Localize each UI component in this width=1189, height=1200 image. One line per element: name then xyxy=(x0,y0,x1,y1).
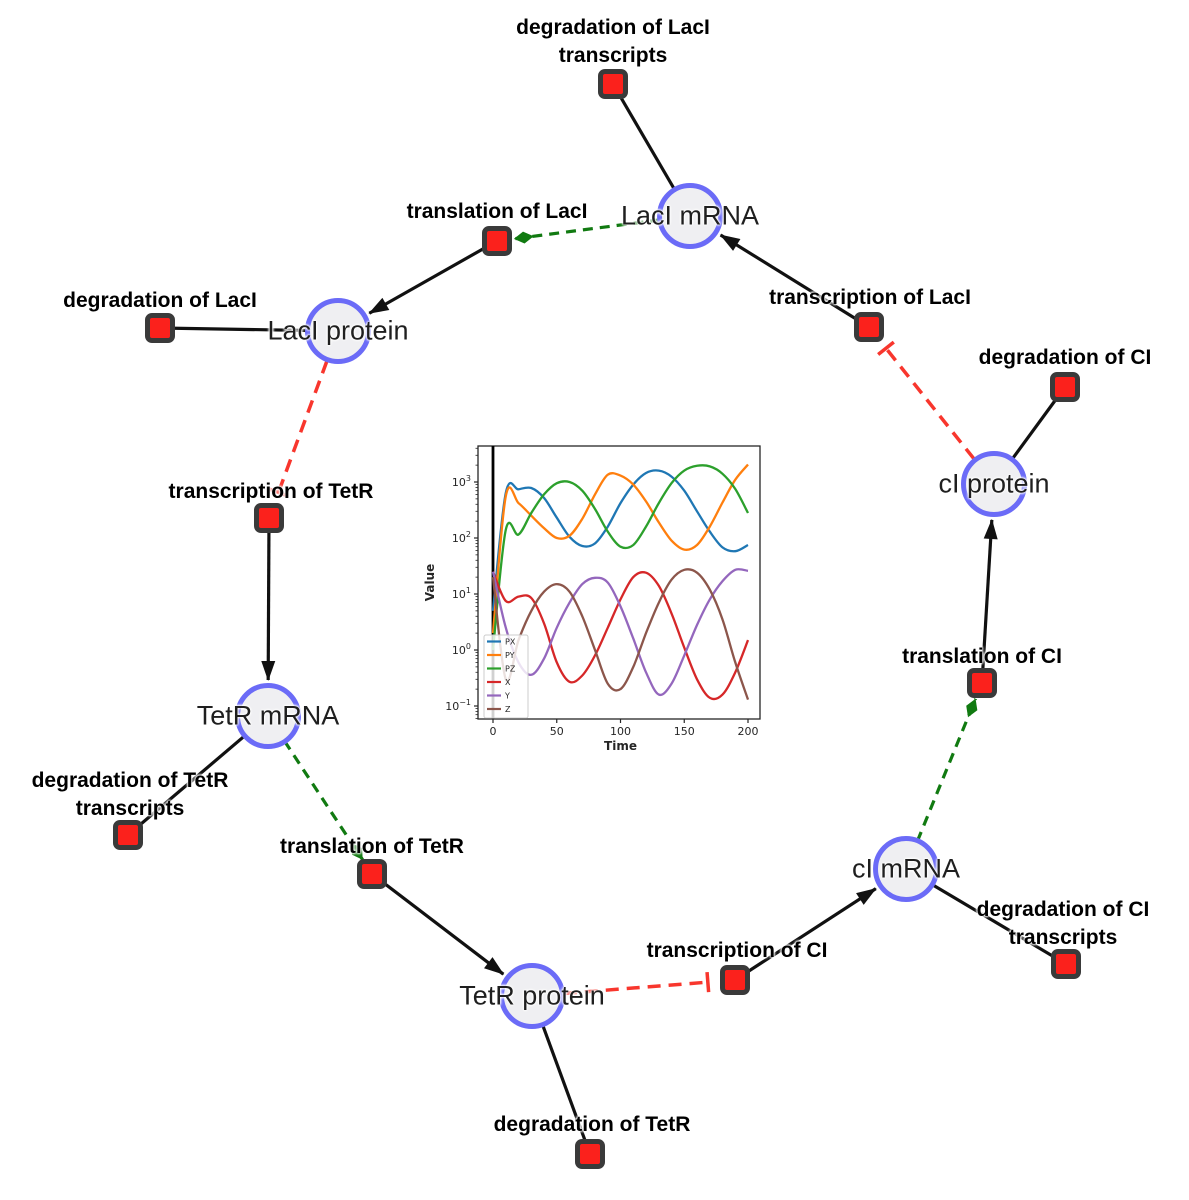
y-tick-label: 103 xyxy=(452,474,471,489)
legend-label-px: PX xyxy=(505,637,516,646)
series-curve-px xyxy=(491,469,749,611)
edge-inhibition-tetr-protein-to-tx-ci xyxy=(563,972,711,996)
chart-legend: PX PY PZ XYZ xyxy=(483,634,529,719)
edge-production-tx-tetr-to-tetr-mrna xyxy=(261,517,276,682)
edge-modifier-laci-mrna-to-transl-laci xyxy=(513,218,661,244)
edge-production-tx-laci-to-laci-mrna xyxy=(719,233,870,329)
chart-curves xyxy=(491,463,750,701)
x-tick-label: 0 xyxy=(490,725,497,738)
legend-label-y: Y xyxy=(504,691,510,700)
legend-label-py: PY xyxy=(505,651,515,660)
timeseries-inset-chart: 0 50 100 150 20010−1100101102103TimeValuePXP… xyxy=(423,445,761,753)
y-tick-label: 102 xyxy=(452,530,471,545)
x-tick-label: 200 xyxy=(738,725,759,738)
series-curve-py xyxy=(491,463,749,634)
edge-inhibition-laci-protein-to-tx-tetr xyxy=(268,360,329,498)
edge-consumption-laci-protein-to-deg-laci xyxy=(159,326,339,333)
edge-consumption-ci-protein-to-deg-ci xyxy=(992,386,1067,485)
y-axis-label: Value xyxy=(423,564,437,602)
edge-consumption-tetr-protein-to-deg-tetr xyxy=(530,995,592,1155)
y-tick-label: 100 xyxy=(452,642,471,657)
y-tick-label: 10−1 xyxy=(445,698,471,713)
edge-production-transl-laci-to-laci-protein xyxy=(368,239,498,315)
series-curve-y xyxy=(491,568,749,697)
edge-modifier-tetr-mrna-to-transl-tetr xyxy=(283,740,364,861)
edge-inhibition-ci-protein-to-tx-laci xyxy=(877,340,976,461)
edge-production-transl-tetr-to-tetr-protein xyxy=(371,872,505,976)
edge-modifier-ci-mrna-to-transl-ci xyxy=(915,698,978,842)
edge-production-tx-ci-to-ci-mrna xyxy=(734,887,877,982)
legend-label-pz: PZ xyxy=(505,664,516,673)
series-curve-pz xyxy=(491,464,750,651)
edge-consumption-laci-mrna-to-deg-laci-tx xyxy=(611,83,692,217)
series-curve-z xyxy=(491,568,750,700)
legend-label-x: X xyxy=(505,678,511,687)
legend-label-z: Z xyxy=(505,705,511,714)
edge-consumption-ci-mrna-to-deg-ci-tx xyxy=(905,867,1067,966)
x-tick-label: 150 xyxy=(674,725,695,738)
y-tick-label: 101 xyxy=(452,586,471,601)
x-tick-label: 100 xyxy=(610,725,631,738)
edge-consumption-tetr-mrna-to-deg-tetr-tx xyxy=(126,714,270,837)
x-axis-label: Time xyxy=(604,739,637,753)
x-tick-label: 50 xyxy=(550,725,564,738)
edge-production-transl-ci-to-ci-protein xyxy=(980,518,998,684)
chart-plot-box xyxy=(477,445,761,720)
